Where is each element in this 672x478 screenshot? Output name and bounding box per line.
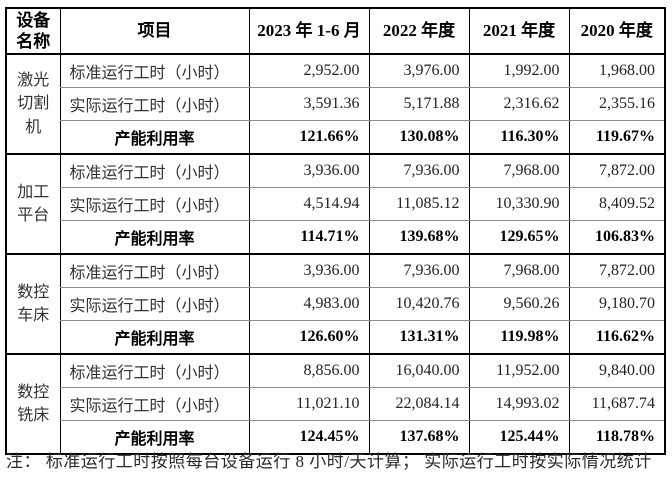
row-label-standard: 标准运行工时（小时） [59,54,249,88]
table-row: 激光切割机 标准运行工时（小时） 2,952.00 3,976.00 1,992… [5,54,665,155]
utilization-value: 118.78% [568,420,665,455]
value-cell: 8,409.52 [568,187,665,221]
row-label-standard: 标准运行工时（小时） [59,154,249,188]
utilization-value: 137.68% [368,420,469,455]
value-cell: 5,171.88 [368,87,469,121]
header-device-name: 设备名称 [5,8,60,55]
table-row: 加工平台 标准运行工时（小时） 3,936.00 7,936.00 7,968.… [5,154,665,255]
value-cell: 14,993.02 [468,387,569,421]
value-cell: 9,840.00 [568,354,665,388]
utilization-value: 130.08% [368,120,469,155]
value-cell: 11,021.10 [248,387,369,421]
device-name-cnc-mill: 数控铣床 [5,354,60,455]
header-period-2022: 2022 年度 [368,8,469,55]
capacity-utilization-table: 设备名称 项目 2023 年 1-6 月 2022 年度 2021 年度 202… [5,7,666,455]
header-period-2020: 2020 年度 [568,8,665,55]
value-cell: 11,085.12 [368,187,469,221]
row-label-actual: 实际运行工时（小时） [59,87,249,121]
value-cell: 10,330.90 [468,187,569,221]
device-name-laser-cutter: 激光切割机 [5,54,60,155]
value-cell: 2,316.62 [468,87,569,121]
table-row: 实际运行工时（小时） 4,983.00 10,420.76 9,560.26 9… [6,287,665,321]
table-row-utilization: 产能利用率 124.45% 137.68% 125.44% 118.78% [6,420,665,455]
utilization-value: 116.30% [468,120,569,155]
value-cell: 4,514.94 [248,187,369,221]
utilization-value: 129.65% [468,220,569,255]
value-cell: 8,856.00 [248,354,369,388]
row-label-utilization: 产能利用率 [59,420,249,455]
value-cell: 7,936.00 [368,254,469,288]
header-period-2023: 2023 年 1-6 月 [248,8,369,55]
row-label-actual: 实际运行工时（小时） [59,387,249,421]
utilization-value: 126.60% [248,320,369,355]
value-cell: 1,992.00 [468,54,569,88]
utilization-value: 119.98% [468,320,569,355]
value-cell: 3,591.36 [248,87,369,121]
header-item: 项目 [59,8,249,55]
value-cell: 7,872.00 [568,254,665,288]
value-cell: 7,968.00 [468,254,569,288]
value-cell: 9,180.70 [568,287,665,321]
device-name-processing-platform: 加工平台 [5,154,60,255]
value-cell: 4,983.00 [248,287,369,321]
row-label-standard: 标准运行工时（小时） [59,254,249,288]
header-period-2021: 2021 年度 [468,8,569,55]
footnote: 注： 标准运行工时按照每台设备运行 8 小时/天计算； 实际运行工时按实际情况统… [6,452,652,471]
row-label-utilization: 产能利用率 [59,120,249,155]
value-cell: 7,968.00 [468,154,569,188]
row-label-actual: 实际运行工时（小时） [59,287,249,321]
table-row-utilization: 产能利用率 126.60% 131.31% 119.98% 116.62% [6,320,665,355]
table-row-utilization: 产能利用率 114.71% 139.68% 129.65% 106.83% [6,220,665,255]
row-label-standard: 标准运行工时（小时） [59,354,249,388]
value-cell: 22,084.14 [368,387,469,421]
value-cell: 7,872.00 [568,154,665,188]
value-cell: 2,952.00 [248,54,369,88]
utilization-value: 114.71% [248,220,369,255]
table-header-row: 设备名称 项目 2023 年 1-6 月 2022 年度 2021 年度 202… [5,8,665,55]
value-cell: 3,976.00 [368,54,469,88]
value-cell: 10,420.76 [368,287,469,321]
utilization-value: 125.44% [468,420,569,455]
utilization-value: 139.68% [368,220,469,255]
utilization-value: 119.67% [568,120,665,155]
value-cell: 11,687.74 [568,387,665,421]
utilization-value: 131.31% [368,320,469,355]
value-cell: 16,040.00 [368,354,469,388]
table-row-utilization: 产能利用率 121.66% 130.08% 116.30% 119.67% [6,120,665,155]
value-cell: 9,560.26 [468,287,569,321]
value-cell: 11,952.00 [468,354,569,388]
device-name-cnc-lathe: 数控车床 [5,254,60,355]
value-cell: 1,968.00 [568,54,665,88]
row-label-utilization: 产能利用率 [59,320,249,355]
value-cell: 7,936.00 [368,154,469,188]
utilization-value: 106.83% [568,220,665,255]
value-cell: 3,936.00 [248,254,369,288]
value-cell: 3,936.00 [248,154,369,188]
row-label-utilization: 产能利用率 [59,220,249,255]
utilization-value: 116.62% [568,320,665,355]
value-cell: 2,355.16 [568,87,665,121]
utilization-value: 121.66% [248,120,369,155]
row-label-actual: 实际运行工时（小时） [59,187,249,221]
table-row: 实际运行工时（小时） 11,021.10 22,084.14 14,993.02… [6,387,665,421]
table-row: 数控铣床 标准运行工时（小时） 8,856.00 16,040.00 11,95… [5,354,665,455]
table-row: 实际运行工时（小时） 3,591.36 5,171.88 2,316.62 2,… [6,87,665,121]
table-row: 实际运行工时（小时） 4,514.94 11,085.12 10,330.90 … [6,187,665,221]
utilization-value: 124.45% [248,420,369,455]
table-row: 数控车床 标准运行工时（小时） 3,936.00 7,936.00 7,968.… [5,254,665,355]
